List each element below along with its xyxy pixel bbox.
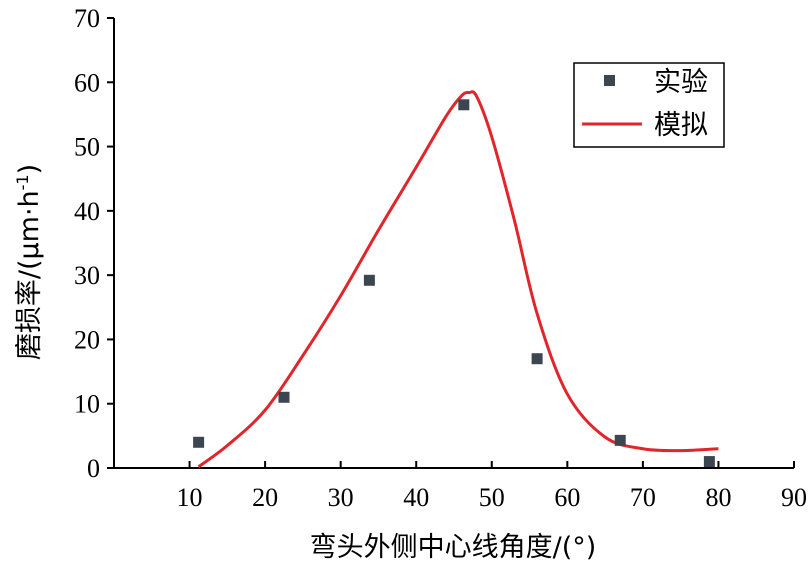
x-tick-label: 20 <box>252 483 278 512</box>
plot-area <box>193 90 719 468</box>
x-tick-label: 80 <box>705 483 731 512</box>
x-tick-label: 10 <box>177 483 203 512</box>
y-tick-label: 70 <box>74 4 100 33</box>
x-tick-label: 60 <box>554 483 580 512</box>
legend: 实验 模拟 <box>573 62 725 148</box>
y-tick-label: 50 <box>74 133 100 162</box>
x-axis-ticks: 10 20 30 40 50 60 70 80 90 <box>177 461 807 512</box>
y-tick-label: 20 <box>74 325 100 354</box>
y-tick-label: 30 <box>74 261 100 290</box>
y-axis-title-sup: -1 <box>13 174 32 190</box>
data-point-experiment <box>531 353 543 365</box>
x-tick-label: 30 <box>328 483 354 512</box>
x-tick-label: 40 <box>403 483 429 512</box>
data-point-experiment <box>193 436 205 448</box>
legend-box <box>573 62 725 148</box>
legend-label-experiment: 实验 <box>654 67 708 98</box>
y-axis-title: 磨损率/(μm·h-1) <box>13 164 45 360</box>
y-axis-title-main: 磨损率/(μm·h <box>14 190 45 360</box>
data-point-experiment <box>614 434 626 446</box>
legend-marker-experiment <box>604 75 615 86</box>
y-axis-ticks: 0 10 20 30 40 50 60 70 <box>74 4 114 483</box>
data-point-experiment <box>278 391 290 403</box>
legend-label-simulation: 模拟 <box>654 110 708 141</box>
y-tick-label: 0 <box>87 454 100 483</box>
x-tick-label: 90 <box>781 483 807 512</box>
y-axis-title-tail: ) <box>14 164 45 175</box>
data-point-experiment <box>458 99 470 111</box>
data-point-experiment <box>363 274 375 286</box>
x-axis-title: 弯头外侧中心线角度/(°) <box>310 532 597 563</box>
y-tick-label: 10 <box>74 390 100 419</box>
y-tick-label: 60 <box>74 68 100 97</box>
x-tick-label: 50 <box>479 483 505 512</box>
y-tick-label: 40 <box>74 197 100 226</box>
series-line-simulation <box>197 90 719 468</box>
x-tick-label: 70 <box>630 483 656 512</box>
data-point-experiment <box>703 456 715 468</box>
